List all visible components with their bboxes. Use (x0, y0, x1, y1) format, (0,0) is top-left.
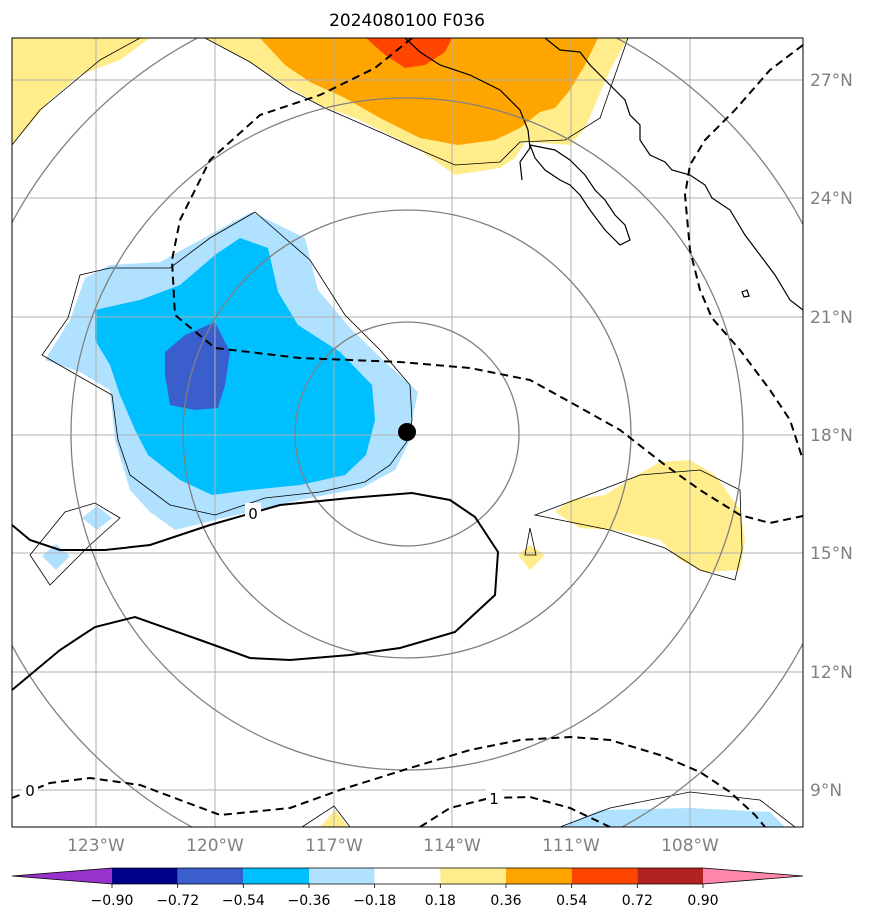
contour-dashed-east (683, 44, 803, 461)
range-rings (12, 38, 803, 827)
gridlines (12, 38, 803, 827)
colorbar-segment (309, 868, 375, 884)
plot-frame (11, 37, 804, 828)
colorbar-extend-min (12, 868, 112, 884)
range-ring-1 (294, 321, 520, 547)
colorbar-segment (506, 868, 572, 884)
colorbar-tick-label: 0.36 (490, 893, 521, 909)
shaded-region-sw-lightblue-1 (82, 506, 112, 530)
contour-dashed-south-2 (419, 795, 611, 827)
colorbar-tick-label: −0.36 (288, 893, 331, 909)
y-tick-label: 15°N (810, 544, 853, 564)
shaded-fields (12, 38, 785, 827)
colorbar-segment (177, 868, 244, 884)
colorbar-tick-label: −0.90 (91, 893, 134, 909)
range-ring-3 (70, 97, 744, 771)
contour-labels: 0 0 1 (22, 503, 502, 808)
shaded-region-nw-yellow (12, 38, 150, 145)
range-ring-2 (182, 209, 632, 659)
colorbar-segment (374, 868, 441, 884)
y-tick-label: 21°N (810, 308, 853, 328)
x-tick-label: 114°W (423, 836, 481, 856)
contour-label: 1 (489, 790, 499, 808)
shaded-region-se-lightblue (560, 808, 785, 827)
shaded-region-west-blue (95, 238, 375, 495)
chart-title: 2024080100 F036 (329, 11, 485, 31)
plot-area: 0 0 1 (12, 38, 803, 827)
colorbar-segment (440, 868, 506, 884)
x-tick-label: 120°W (186, 836, 244, 856)
shaded-region-west-darkblue (165, 322, 230, 410)
y-tick-label: 9°N (810, 781, 842, 801)
x-tick-label: 108°W (661, 836, 719, 856)
y-tick-label: 12°N (810, 663, 853, 683)
coastline (404, 38, 803, 311)
x-tick-label: 117°W (305, 836, 363, 856)
contour-dashed-north (170, 38, 803, 525)
x-axis-ticks: 123°W 120°W 117°W 114°W 111°W 108°W (67, 836, 719, 856)
colorbar-segment (571, 868, 638, 884)
colorbar-extend-max (703, 868, 803, 884)
colorbar: −0.90 −0.72 −0.54 −0.36 −0.18 0.18 0.36 0.54 0.7… (11, 867, 804, 909)
colorbar-segment (243, 868, 309, 884)
y-tick-label: 27°N (810, 71, 853, 91)
colorbar-tick-label: −0.54 (222, 893, 265, 909)
contour-dashed-south (12, 735, 766, 827)
y-tick-label: 24°N (810, 189, 853, 209)
storm-center-marker (398, 423, 416, 441)
shading-outlines (12, 38, 796, 827)
colorbar-segment (112, 868, 178, 884)
colorbar-tick-label: 0.54 (556, 893, 587, 909)
y-axis-ticks: 27°N 24°N 21°N 18°N 15°N 12°N 9°N (810, 71, 853, 801)
x-tick-label: 111°W (542, 836, 600, 856)
shaded-region-se-yellow (555, 460, 745, 572)
colorbar-segment (637, 868, 703, 884)
contour-solid-zero (12, 491, 500, 691)
shaded-region-north-orange (260, 38, 598, 145)
colorbar-tick-label: 0.18 (425, 893, 456, 909)
colorbar-tick-label: 0.72 (622, 893, 653, 909)
shaded-region-small-yellow (518, 545, 545, 570)
colorbar-tick-label: 0.90 (687, 893, 718, 909)
shaded-region-north-red (366, 38, 452, 68)
colorbar-tick-label: −0.72 (156, 893, 199, 909)
y-tick-label: 18°N (810, 426, 853, 446)
x-tick-label: 123°W (67, 836, 125, 856)
contour-label: 0 (25, 782, 35, 800)
colorbar-tick-label: −0.18 (353, 893, 396, 909)
contour-label: 0 (248, 505, 258, 523)
contours (12, 38, 803, 827)
